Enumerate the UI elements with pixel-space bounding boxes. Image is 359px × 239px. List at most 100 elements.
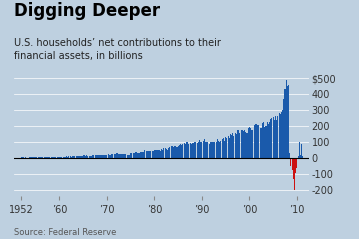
Bar bbox=[275, 116, 276, 158]
Bar bbox=[130, 153, 131, 158]
Bar bbox=[48, 157, 49, 158]
Bar bbox=[200, 142, 201, 158]
Bar bbox=[69, 157, 70, 158]
Bar bbox=[226, 138, 227, 158]
Bar bbox=[299, 142, 300, 158]
Bar bbox=[31, 157, 32, 158]
Bar bbox=[268, 124, 269, 158]
Bar bbox=[94, 155, 95, 158]
Bar bbox=[81, 156, 83, 158]
Bar bbox=[103, 155, 104, 158]
Bar bbox=[269, 122, 270, 158]
Bar bbox=[239, 133, 241, 158]
Bar bbox=[262, 123, 263, 158]
Bar bbox=[121, 154, 122, 158]
Text: Digging Deeper: Digging Deeper bbox=[14, 2, 160, 20]
Bar bbox=[122, 154, 123, 158]
Bar bbox=[302, 156, 303, 158]
Bar bbox=[77, 156, 78, 158]
Bar bbox=[43, 157, 45, 158]
Bar bbox=[274, 120, 275, 158]
Bar bbox=[233, 136, 234, 158]
Text: Source: Federal Reserve: Source: Federal Reserve bbox=[14, 228, 117, 237]
Bar bbox=[289, 153, 290, 158]
Bar bbox=[198, 142, 199, 158]
Bar bbox=[197, 143, 198, 158]
Bar bbox=[89, 156, 90, 158]
Bar bbox=[279, 113, 280, 158]
Bar bbox=[293, 158, 294, 179]
Bar bbox=[188, 144, 190, 158]
Bar bbox=[194, 141, 195, 158]
Bar bbox=[115, 154, 116, 158]
Bar bbox=[78, 156, 79, 158]
Bar bbox=[160, 151, 161, 158]
Bar bbox=[173, 147, 174, 158]
Bar bbox=[99, 155, 101, 158]
Bar bbox=[97, 155, 98, 158]
Bar bbox=[132, 153, 134, 158]
Bar bbox=[205, 141, 206, 158]
Bar bbox=[140, 152, 141, 158]
Bar bbox=[129, 155, 130, 158]
Bar bbox=[192, 143, 193, 158]
Bar bbox=[41, 157, 42, 158]
Text: U.S. households’ net contributions to their
financial assets, in billions: U.S. households’ net contributions to th… bbox=[14, 38, 221, 61]
Bar bbox=[256, 124, 257, 158]
Bar bbox=[93, 155, 94, 158]
Bar bbox=[174, 146, 175, 158]
Bar bbox=[79, 156, 80, 158]
Bar bbox=[264, 126, 265, 158]
Bar bbox=[158, 150, 159, 158]
Bar bbox=[218, 141, 219, 158]
Bar bbox=[74, 156, 75, 158]
Bar bbox=[111, 154, 112, 158]
Bar bbox=[283, 99, 284, 158]
Bar bbox=[135, 152, 136, 158]
Bar bbox=[229, 138, 230, 158]
Bar bbox=[70, 156, 71, 158]
Bar bbox=[193, 143, 194, 158]
Bar bbox=[168, 148, 169, 158]
Bar bbox=[255, 124, 256, 158]
Bar bbox=[109, 155, 110, 158]
Bar bbox=[171, 147, 172, 158]
Bar bbox=[250, 128, 251, 158]
Bar bbox=[175, 146, 176, 158]
Bar bbox=[104, 155, 105, 158]
Bar bbox=[91, 156, 92, 158]
Bar bbox=[139, 153, 140, 158]
Bar bbox=[66, 157, 67, 158]
Bar bbox=[169, 147, 171, 158]
Bar bbox=[187, 142, 188, 158]
Bar bbox=[178, 146, 179, 158]
Bar bbox=[144, 150, 145, 158]
Bar bbox=[85, 156, 86, 158]
Bar bbox=[225, 137, 226, 158]
Bar bbox=[106, 155, 107, 158]
Bar bbox=[38, 157, 39, 158]
Bar bbox=[156, 150, 157, 158]
Bar bbox=[204, 139, 205, 158]
Bar bbox=[242, 130, 243, 158]
Bar bbox=[257, 125, 258, 158]
Bar bbox=[46, 157, 47, 158]
Bar bbox=[224, 141, 225, 158]
Bar bbox=[183, 143, 185, 158]
Bar bbox=[98, 155, 99, 158]
Bar bbox=[292, 158, 293, 170]
Bar bbox=[55, 157, 56, 158]
Bar bbox=[120, 154, 121, 158]
Bar bbox=[232, 133, 233, 158]
Bar bbox=[220, 141, 222, 158]
Bar bbox=[243, 131, 244, 158]
Bar bbox=[151, 151, 153, 158]
Bar bbox=[248, 128, 249, 158]
Bar bbox=[162, 150, 163, 158]
Bar bbox=[131, 153, 132, 158]
Bar bbox=[217, 140, 218, 158]
Bar bbox=[141, 152, 142, 158]
Bar bbox=[101, 155, 102, 158]
Bar bbox=[298, 156, 299, 158]
Bar bbox=[52, 157, 53, 158]
